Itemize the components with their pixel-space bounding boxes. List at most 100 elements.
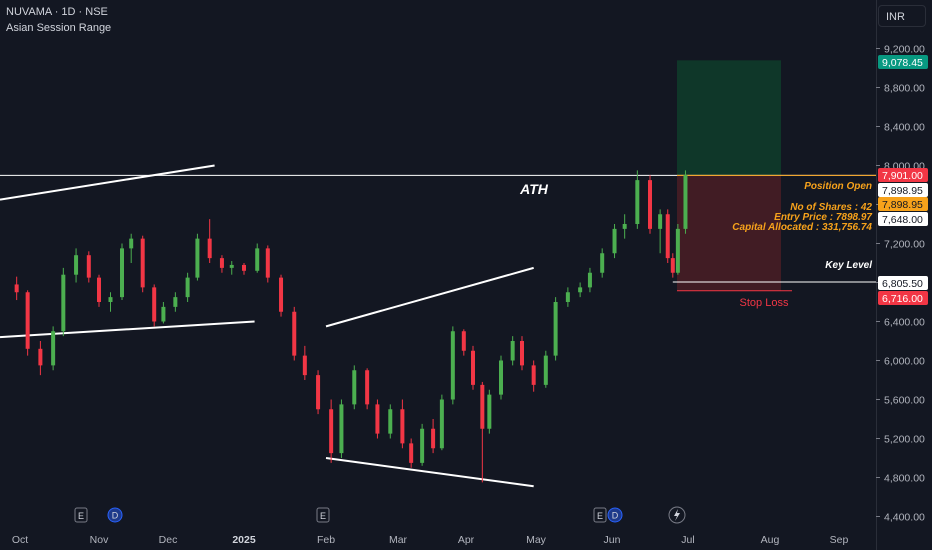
candle-body[interactable] <box>450 331 455 400</box>
candle-body[interactable] <box>161 306 166 322</box>
candle-body[interactable] <box>658 214 663 229</box>
candle-body[interactable] <box>173 297 178 307</box>
price-label-text: 7,901.00 <box>882 170 923 182</box>
candle-body[interactable] <box>229 264 234 268</box>
candle-body[interactable] <box>108 297 113 302</box>
key-level-label: Key Level <box>825 260 872 271</box>
candle-body[interactable] <box>185 277 190 298</box>
candle-body[interactable] <box>279 277 284 312</box>
price-label-entry[interactable] <box>878 197 928 211</box>
candle-body[interactable] <box>352 370 357 405</box>
price-label-text: 6,805.50 <box>882 278 923 290</box>
candle-body[interactable] <box>74 255 79 275</box>
candle-body[interactable] <box>431 428 436 449</box>
currency-button[interactable]: INR <box>878 5 926 27</box>
price-label-last[interactable] <box>878 168 928 182</box>
price-label-stop[interactable] <box>878 291 928 305</box>
earnings-marker-label: E <box>78 511 84 521</box>
candle-body[interactable] <box>242 264 246 271</box>
candle-body[interactable] <box>635 180 640 224</box>
dividend-marker[interactable] <box>607 507 623 523</box>
candle-body[interactable] <box>600 253 605 273</box>
candle-body[interactable] <box>219 258 224 268</box>
price-label-text: 7,898.95 <box>882 199 923 211</box>
candle-body[interactable] <box>543 355 548 385</box>
shares-label: No of Shares : 42 <box>790 202 872 213</box>
candle-body[interactable] <box>531 365 536 385</box>
candle-body[interactable] <box>612 228 617 254</box>
candle-body[interactable] <box>375 404 380 434</box>
candle-body[interactable] <box>648 180 652 229</box>
indicator-label[interactable]: Asian Session Range <box>6 22 112 34</box>
candle-body[interactable] <box>365 370 370 405</box>
x-tick-label: Jul <box>681 534 694 546</box>
candle-body[interactable] <box>461 331 466 351</box>
candle-body[interactable] <box>578 287 583 293</box>
y-tick-label: 9,200.00 <box>884 44 925 56</box>
candle-body[interactable] <box>480 384 485 429</box>
candle-body[interactable] <box>51 331 56 366</box>
candle-body[interactable] <box>388 409 393 434</box>
dividend-marker-label: D <box>112 511 119 521</box>
price-label-target[interactable] <box>878 55 928 69</box>
candle-body[interactable] <box>553 302 558 356</box>
earnings-marker-label: E <box>597 511 603 521</box>
candle-body[interactable] <box>439 399 444 449</box>
candle-body[interactable] <box>510 341 515 361</box>
price-label-key-level[interactable] <box>878 276 928 290</box>
candle-body[interactable] <box>195 238 200 278</box>
dividend-marker[interactable] <box>107 507 123 523</box>
trendline-2[interactable] <box>0 320 255 339</box>
x-tick-label: Aug <box>761 534 780 546</box>
earnings-marker-label: E <box>320 511 326 521</box>
candle-body[interactable] <box>487 394 492 429</box>
earnings-marker[interactable] <box>74 507 88 523</box>
earnings-marker[interactable] <box>316 507 330 523</box>
x-tick-label: Feb <box>317 534 335 546</box>
candle-body[interactable] <box>120 248 124 298</box>
candle-body[interactable] <box>420 428 425 463</box>
earnings-marker[interactable] <box>593 507 607 523</box>
candle-body[interactable] <box>255 248 260 271</box>
candle-body[interactable] <box>265 248 270 278</box>
candle-body[interactable] <box>499 360 503 395</box>
candle-body[interactable] <box>665 214 670 259</box>
price-label-text: 7,648.00 <box>882 214 923 226</box>
symbol-title[interactable]: NUVAMA · 1D · NSE <box>6 6 108 18</box>
candle-body[interactable] <box>25 292 30 349</box>
candle-body[interactable] <box>683 175 688 229</box>
candle-body[interactable] <box>329 409 334 454</box>
candle-body[interactable] <box>587 272 592 288</box>
candle-body[interactable] <box>38 348 43 366</box>
candle-body[interactable] <box>302 355 307 376</box>
candle-body[interactable] <box>520 341 524 366</box>
candle-body[interactable] <box>207 238 212 259</box>
candle-body[interactable] <box>675 228 680 273</box>
entry-price-label: Entry Price : 7898.97 <box>774 212 872 223</box>
candle-body[interactable] <box>292 311 297 356</box>
candle-body[interactable] <box>14 284 19 293</box>
candle-body[interactable] <box>86 255 91 278</box>
candle-body[interactable] <box>316 375 321 410</box>
trendline-4[interactable] <box>325 457 534 488</box>
candle-body[interactable] <box>400 409 405 444</box>
candle-body[interactable] <box>97 277 101 302</box>
candle-body[interactable] <box>140 238 145 288</box>
y-tick-label: 6,000.00 <box>884 356 925 368</box>
price-label-text: 6,716.00 <box>882 293 923 305</box>
trendline-1[interactable] <box>0 164 215 201</box>
candle-body[interactable] <box>670 258 675 273</box>
candle-body[interactable] <box>471 350 475 385</box>
candle-body[interactable] <box>622 224 627 229</box>
candle-body[interactable] <box>129 238 134 249</box>
candle-body[interactable] <box>409 443 414 463</box>
price-label-horizontal[interactable] <box>878 212 928 226</box>
candle-body[interactable] <box>339 404 344 454</box>
lightning-icon <box>674 509 680 521</box>
candle-body[interactable] <box>565 292 570 302</box>
candle-body[interactable] <box>152 287 157 322</box>
candle-body[interactable] <box>61 274 66 332</box>
trendline-3[interactable] <box>325 266 534 328</box>
price-label-ath-line[interactable] <box>878 183 928 197</box>
